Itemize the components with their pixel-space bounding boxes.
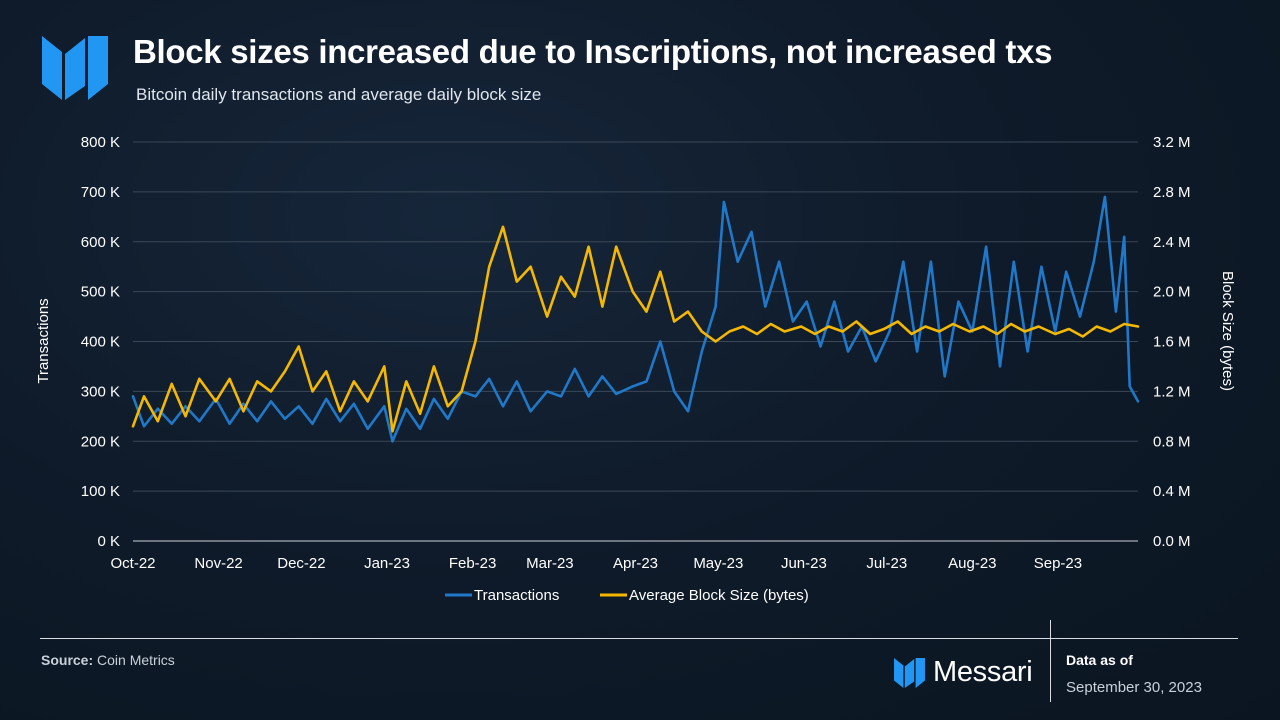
- series-line-transactions: [131, 195, 1140, 443]
- messari-logo-small-icon: [894, 657, 925, 688]
- x-tick-label: May-23: [693, 555, 743, 572]
- y-right-tick-label: 1.2 M: [1153, 383, 1191, 400]
- footer-vertical-divider: [1050, 620, 1051, 702]
- x-tick-label: Dec-22: [277, 555, 325, 572]
- y-left-tick-label: 800 K: [81, 134, 120, 151]
- data-as-of-label: Data as of: [1066, 652, 1133, 668]
- y-left-tick-label: 200 K: [81, 433, 120, 450]
- y-right-tick-label: 2.0 M: [1153, 284, 1191, 301]
- y-left-tick-label: 700 K: [81, 184, 120, 201]
- x-tick-label: Apr-23: [613, 555, 658, 572]
- x-tick-label: Jul-23: [866, 555, 907, 572]
- x-tick-label: Mar-23: [526, 555, 574, 572]
- x-tick-label: Jan-23: [364, 555, 410, 572]
- data-as-of-date: September 30, 2023: [1066, 679, 1202, 696]
- y-left-axis-title: Transactions: [35, 298, 52, 383]
- y-left-tick-label: 300 K: [81, 383, 120, 400]
- y-right-axis-title: Block Size (bytes): [1219, 271, 1236, 391]
- chart-subtitle: Bitcoin daily transactions and average d…: [136, 85, 542, 104]
- y-left-tick-label: 0 K: [97, 533, 120, 550]
- source-label: Source:: [41, 652, 94, 668]
- y-right-tick-label: 0.0 M: [1153, 533, 1191, 550]
- chart-title: Block sizes increased due to Inscription…: [133, 33, 1053, 70]
- x-tick-label: Nov-22: [194, 555, 242, 572]
- y-right-tick-label: 2.8 M: [1153, 184, 1191, 201]
- x-tick-label: Feb-23: [449, 555, 497, 572]
- footer-divider: [40, 638, 1238, 639]
- brand-block: Messari: [894, 656, 1033, 689]
- y-right-tick-label: 2.4 M: [1153, 234, 1191, 251]
- y-right-tick-label: 3.2 M: [1153, 134, 1191, 151]
- y-left-tick-label: 500 K: [81, 284, 120, 301]
- series-line-block-size: [131, 225, 1140, 433]
- y-right-tick-label: 0.8 M: [1153, 433, 1191, 450]
- messari-logo-icon: [42, 36, 108, 100]
- source-value: Coin Metrics: [97, 652, 175, 668]
- y-right-tick-label: 0.4 M: [1153, 483, 1191, 500]
- legend-label: Average Block Size (bytes): [629, 587, 809, 604]
- x-tick-label: Sep-23: [1034, 555, 1082, 572]
- x-tick-label: Jun-23: [781, 555, 827, 572]
- y-left-tick-label: 100 K: [81, 483, 120, 500]
- y-left-tick-label: 400 K: [81, 334, 120, 351]
- y-left-tick-label: 600 K: [81, 234, 120, 251]
- brand-name: Messari: [933, 656, 1033, 688]
- legend-label: Transactions: [474, 587, 559, 604]
- x-tick-label: Aug-23: [948, 555, 996, 572]
- source-note: Source: Coin Metrics: [41, 652, 175, 668]
- y-right-tick-label: 1.6 M: [1153, 334, 1191, 351]
- x-tick-label: Oct-22: [110, 555, 155, 572]
